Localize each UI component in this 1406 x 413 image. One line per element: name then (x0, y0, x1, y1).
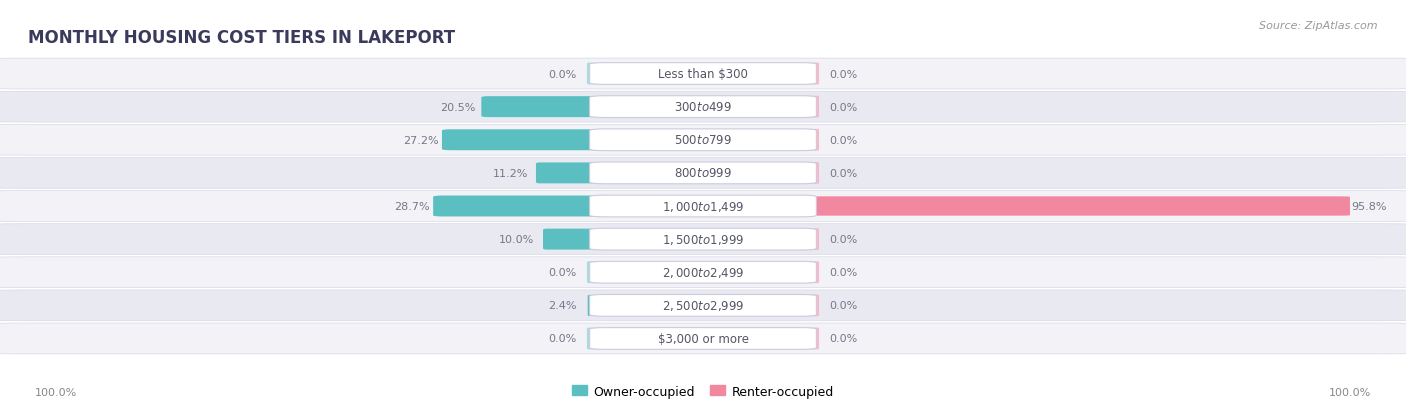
Text: 0.0%: 0.0% (830, 301, 858, 311)
FancyBboxPatch shape (0, 323, 1406, 354)
FancyBboxPatch shape (536, 163, 605, 184)
FancyBboxPatch shape (0, 257, 1406, 288)
FancyBboxPatch shape (803, 163, 820, 184)
Text: 2.4%: 2.4% (548, 301, 576, 311)
Text: $1,500 to $1,999: $1,500 to $1,999 (662, 233, 744, 247)
FancyBboxPatch shape (803, 229, 820, 250)
Text: Less than $300: Less than $300 (658, 68, 748, 81)
Text: $2,500 to $2,999: $2,500 to $2,999 (662, 299, 744, 313)
Text: 10.0%: 10.0% (499, 235, 534, 244)
FancyBboxPatch shape (0, 59, 1406, 90)
Text: 0.0%: 0.0% (548, 334, 576, 344)
FancyBboxPatch shape (0, 191, 1406, 222)
Text: 95.8%: 95.8% (1351, 202, 1388, 211)
FancyBboxPatch shape (0, 92, 1406, 123)
FancyBboxPatch shape (441, 130, 609, 151)
Text: $800 to $999: $800 to $999 (673, 167, 733, 180)
Text: 0.0%: 0.0% (830, 102, 858, 112)
FancyBboxPatch shape (586, 328, 603, 349)
Text: $2,000 to $2,499: $2,000 to $2,499 (662, 266, 744, 280)
FancyBboxPatch shape (803, 262, 820, 283)
FancyBboxPatch shape (0, 224, 1406, 255)
Text: 0.0%: 0.0% (548, 69, 576, 79)
Text: 0.0%: 0.0% (548, 268, 576, 278)
Text: 0.0%: 0.0% (830, 135, 858, 145)
Text: $1,000 to $1,499: $1,000 to $1,499 (662, 199, 744, 214)
FancyBboxPatch shape (803, 295, 820, 316)
Text: 28.7%: 28.7% (394, 202, 430, 211)
FancyBboxPatch shape (589, 64, 817, 85)
FancyBboxPatch shape (586, 262, 603, 283)
FancyBboxPatch shape (588, 295, 602, 316)
FancyBboxPatch shape (803, 328, 820, 349)
FancyBboxPatch shape (481, 97, 607, 118)
FancyBboxPatch shape (589, 196, 817, 217)
FancyBboxPatch shape (589, 295, 817, 316)
FancyBboxPatch shape (0, 290, 1406, 321)
Text: 11.2%: 11.2% (492, 169, 527, 178)
FancyBboxPatch shape (0, 125, 1406, 156)
Text: 0.0%: 0.0% (830, 69, 858, 79)
FancyBboxPatch shape (589, 328, 817, 349)
FancyBboxPatch shape (589, 130, 817, 151)
FancyBboxPatch shape (586, 64, 603, 85)
FancyBboxPatch shape (794, 197, 1350, 216)
FancyBboxPatch shape (803, 130, 820, 151)
Text: $3,000 or more: $3,000 or more (658, 332, 748, 345)
Text: 0.0%: 0.0% (830, 268, 858, 278)
Text: 0.0%: 0.0% (830, 235, 858, 244)
Legend: Owner-occupied, Renter-occupied: Owner-occupied, Renter-occupied (568, 380, 838, 403)
Text: 0.0%: 0.0% (830, 334, 858, 344)
Text: 100.0%: 100.0% (35, 387, 77, 397)
FancyBboxPatch shape (589, 262, 817, 283)
Text: 0.0%: 0.0% (830, 169, 858, 178)
FancyBboxPatch shape (803, 64, 820, 85)
Text: $500 to $799: $500 to $799 (673, 134, 733, 147)
Text: $300 to $499: $300 to $499 (673, 101, 733, 114)
Text: MONTHLY HOUSING COST TIERS IN LAKEPORT: MONTHLY HOUSING COST TIERS IN LAKEPORT (28, 29, 456, 47)
Text: 27.2%: 27.2% (402, 135, 439, 145)
FancyBboxPatch shape (543, 229, 605, 250)
Text: 20.5%: 20.5% (440, 102, 475, 112)
Text: Source: ZipAtlas.com: Source: ZipAtlas.com (1260, 21, 1378, 31)
FancyBboxPatch shape (589, 229, 817, 250)
FancyBboxPatch shape (589, 163, 817, 184)
FancyBboxPatch shape (589, 97, 817, 118)
FancyBboxPatch shape (803, 97, 820, 118)
FancyBboxPatch shape (0, 158, 1406, 189)
Text: 100.0%: 100.0% (1329, 387, 1371, 397)
FancyBboxPatch shape (433, 196, 610, 217)
